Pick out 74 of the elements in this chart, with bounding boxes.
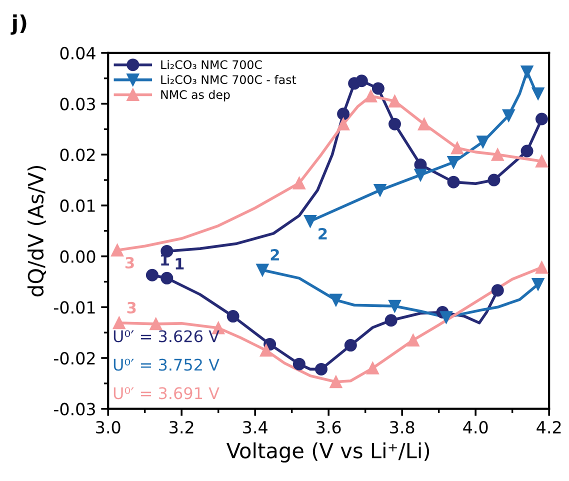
y-tick-label: 0.03: [60, 98, 95, 110]
point: [447, 156, 460, 168]
y-tick-label: 0.00: [60, 250, 96, 263]
point: [418, 118, 430, 130]
point: [292, 176, 306, 190]
point: [374, 184, 386, 196]
legend-label: Li₂CO₃ NMC 700C - fast: [161, 74, 296, 84]
point: [355, 74, 368, 88]
x-tick-label: 3.8: [390, 420, 414, 434]
point: [160, 272, 174, 284]
point: [256, 264, 269, 276]
point: [150, 318, 162, 330]
point: [344, 339, 357, 352]
point: [330, 294, 342, 306]
point: [488, 174, 500, 186]
point: [532, 278, 544, 291]
point: [111, 244, 124, 256]
point: [366, 362, 379, 374]
annotation: 3: [126, 256, 134, 269]
point: [532, 87, 544, 100]
point: [520, 65, 534, 78]
point: [388, 300, 401, 312]
point: [502, 109, 515, 122]
x-tick-label: 3.4: [243, 420, 268, 434]
legend-label: NMC as dep: [161, 90, 230, 102]
point: [520, 144, 534, 158]
annotation: 2: [318, 228, 327, 240]
point: [388, 94, 401, 108]
point: [447, 176, 460, 188]
point: [491, 284, 504, 297]
point: [314, 362, 328, 376]
y-tick-label: 0.02: [60, 148, 95, 162]
y-tick-label: -0.01: [54, 301, 95, 314]
y-tick-label: 0.04: [60, 46, 96, 60]
y-tick-label: -0.02: [54, 352, 95, 365]
y-axis-title: dQ/dV (As/V): [27, 166, 46, 296]
point: [364, 90, 378, 102]
annotation: U⁰′ = 3.626 V: [114, 330, 220, 342]
point: [414, 168, 427, 182]
point: [535, 154, 548, 168]
point: [384, 314, 398, 327]
x-tick-label: 4.2: [536, 420, 561, 434]
point: [292, 358, 306, 370]
x-tick-label: 3.6: [316, 420, 341, 434]
legend-label: Li₂CO₃ NMC 700C: [161, 60, 262, 70]
annotation: U⁰′ = 3.691 V: [114, 387, 220, 400]
x-tick-label: 3.2: [170, 420, 194, 434]
point: [372, 82, 384, 95]
y-tick-label: 0.01: [60, 199, 95, 212]
point: [337, 118, 350, 130]
point: [440, 311, 452, 324]
annotation: 1: [176, 258, 184, 270]
annotation: 3: [127, 302, 136, 314]
x-tick-label: 3.0: [96, 420, 120, 434]
point: [337, 108, 350, 120]
point: [260, 344, 272, 357]
point: [476, 136, 490, 148]
point: [491, 148, 504, 161]
point: [330, 376, 342, 388]
x-axis-title: Voltage (V vs Li⁺/Li): [226, 442, 430, 463]
annotation: U⁰′ = 3.752 V: [114, 358, 220, 371]
point: [112, 316, 126, 330]
point: [535, 261, 548, 274]
point: [535, 112, 548, 126]
point: [146, 268, 158, 282]
point: [388, 118, 401, 130]
x-tick-label: 4.0: [463, 420, 488, 434]
annotation: 2: [270, 249, 279, 260]
point: [450, 142, 464, 154]
point: [406, 334, 420, 346]
chart-title: j): [10, 14, 26, 35]
point: [226, 310, 240, 323]
y-tick-label: -0.03: [54, 402, 95, 416]
point: [304, 214, 316, 228]
